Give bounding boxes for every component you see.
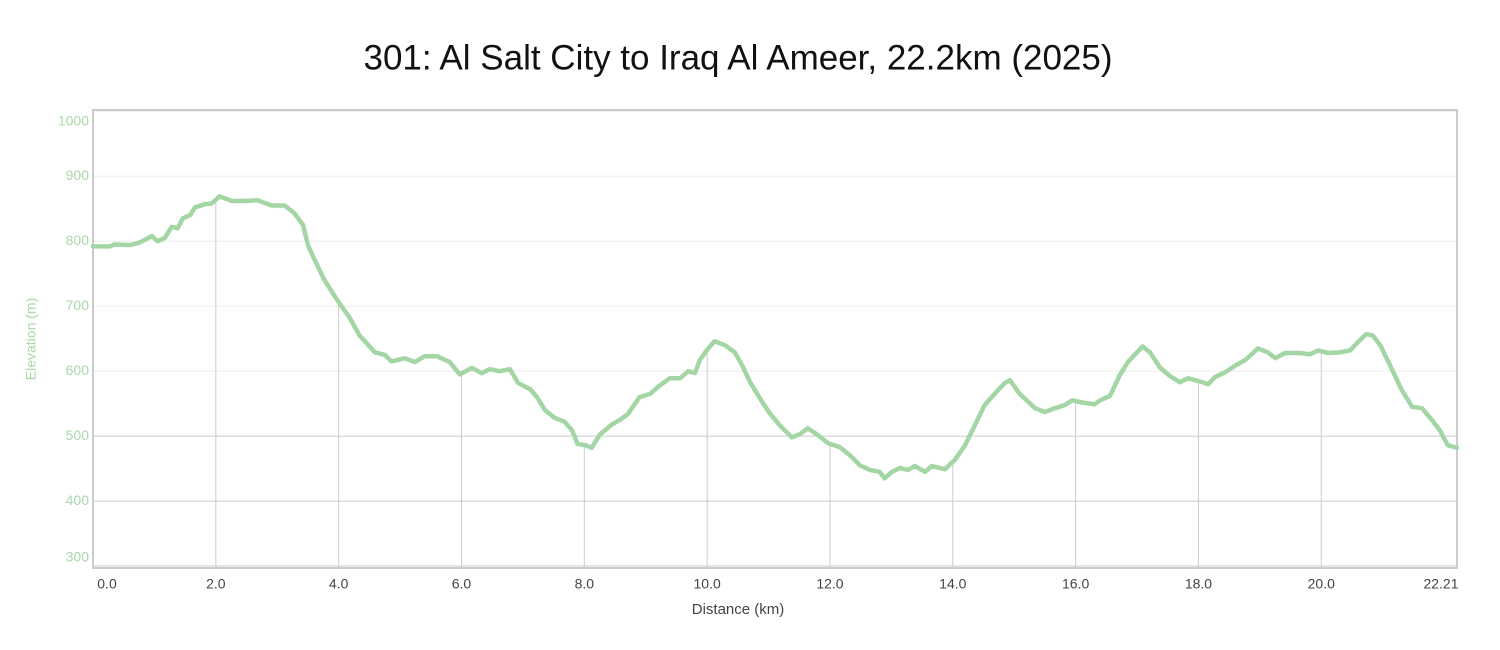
x-tick-label: 20.0 [1308, 576, 1335, 592]
y-tick-label: 800 [66, 232, 90, 248]
x-axis-label: Distance (km) [692, 601, 785, 618]
elevation-line [90, 194, 1460, 481]
x-tick-label: 12.0 [816, 576, 843, 592]
x-tick-label: 22.21 [1423, 576, 1458, 592]
x-tick-label: 8.0 [575, 576, 595, 592]
y-tick-label: 400 [66, 492, 90, 508]
y-axis-label: Elevation (m) [23, 298, 39, 380]
y-tick-label: 700 [66, 297, 90, 313]
y-tick-label: 900 [66, 167, 90, 183]
x-tick-label: 18.0 [1185, 576, 1212, 592]
x-tick-label: 10.0 [694, 576, 721, 592]
x-tick-label: 4.0 [329, 576, 349, 592]
chart-title: 301: Al Salt City to Iraq Al Ameer, 22.2… [364, 38, 1113, 77]
plot-frame [92, 109, 1458, 569]
y-tick-label: 500 [66, 427, 90, 443]
y-tick-label: 1000 [58, 113, 89, 129]
x-tick-label: 0.0 [97, 576, 117, 592]
x-tick-label: 16.0 [1062, 576, 1089, 592]
y-tick-label: 300 [66, 549, 90, 565]
x-tick-label: 14.0 [939, 576, 966, 592]
x-tick-label: 6.0 [452, 576, 472, 592]
y-tick-label: 600 [66, 362, 90, 378]
x-tick-label: 2.0 [206, 576, 226, 592]
